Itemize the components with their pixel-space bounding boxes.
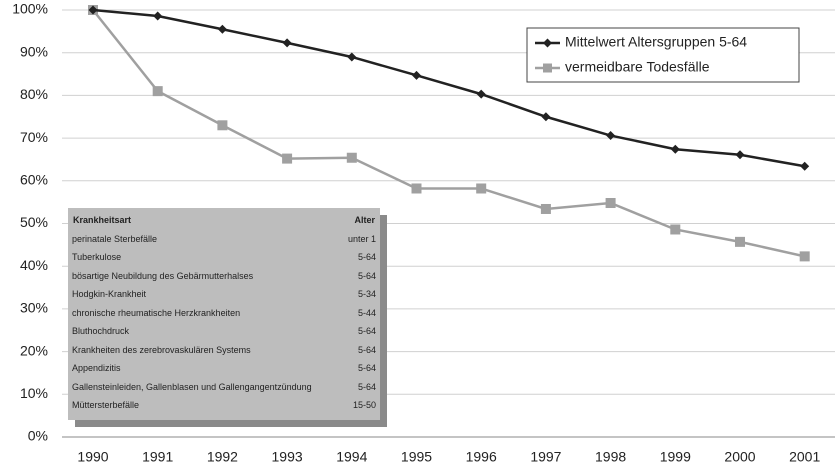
table-cell: 5-64 (357, 326, 376, 337)
y-tick-label: 60% (20, 172, 48, 188)
table-cell: Bluthochdruck (72, 326, 130, 337)
y-tick-label: 40% (20, 257, 48, 273)
table-row: Appendizitis 5-64 (72, 360, 376, 379)
series-line (92, 9, 805, 258)
legend-label: Mittelwert Altersgruppen 5-64 (565, 34, 747, 50)
table-cell: bösartige Neubildung des Gebärmutterhals… (72, 270, 254, 281)
y-tick-label: 80% (20, 86, 48, 102)
point (282, 38, 292, 48)
table: Krankheitsart Alter perinatale Sterbefälle… (72, 210, 376, 415)
x-tick-label: 1991 (142, 449, 173, 465)
table-cell: 5-64 (357, 270, 376, 281)
point (799, 251, 810, 262)
table-cell: Tuberkulose (72, 252, 122, 263)
table-row: chronische rheumatische Herzkrankheiten 5… (72, 304, 376, 323)
x-tick-label: 1990 (77, 449, 108, 465)
point (735, 150, 745, 160)
table-cell: chronische rheumatische Herzkrankheiten (72, 307, 241, 318)
point (541, 112, 551, 122)
point (282, 153, 293, 164)
point (606, 131, 616, 141)
point (347, 52, 357, 62)
table-row: Bluthochdruck 5-64 (72, 323, 376, 342)
y-tick-label: 90% (20, 43, 48, 59)
point (152, 86, 163, 97)
point (476, 89, 486, 99)
table-cell: Gallensteinleiden, Gallenblasen und Gall… (72, 381, 312, 392)
table-cell: perinatale Sterbefälle (72, 233, 158, 244)
table-row: Müttersterbefälle 15-50 (72, 397, 376, 416)
table-cell: 15-50 (352, 400, 376, 411)
table-row: Krankheiten des zerebrovaskulären System… (72, 341, 376, 360)
point (543, 63, 552, 73)
point (735, 236, 745, 247)
table-cell: 5-64 (357, 363, 376, 374)
table-cell: Müttersterbefälle (72, 400, 140, 411)
table-cell: Appendizitis (72, 363, 121, 374)
point (543, 38, 552, 48)
point (88, 5, 98, 15)
table-row: bösartige Neubildung des Gebärmutterhals… (72, 267, 376, 286)
point (540, 203, 551, 214)
x-tick-label: 1993 (272, 449, 303, 465)
series-line (92, 8, 805, 168)
point (800, 161, 810, 171)
table-row: Tuberkulose 5-64 (72, 249, 376, 268)
x-tick-label: 1998 (595, 449, 626, 465)
table-cell: unter 1 (347, 233, 376, 244)
x-tick-label: 2000 (724, 449, 755, 465)
x-tick-label: 2001 (789, 449, 820, 465)
table-cell: Hodgkin-Krankheit (72, 289, 147, 300)
x-tick-label: 1995 (401, 449, 432, 465)
table-header: Alter (354, 215, 375, 225)
y-tick-label: 0% (28, 428, 48, 444)
table-cell: 5-34 (357, 289, 376, 300)
point (411, 183, 422, 194)
point (605, 198, 616, 209)
y-tick-label: 20% (20, 342, 48, 358)
point (670, 224, 681, 235)
table-cell: 5-44 (357, 307, 376, 318)
x-tick-label: 1992 (207, 449, 238, 465)
table-cell: Krankheiten des zerebrovaskulären System… (72, 344, 251, 355)
y-tick-label: 30% (20, 300, 48, 316)
x-tick-label: 1999 (660, 449, 691, 465)
point (346, 152, 357, 163)
x-tick-label: 1994 (336, 449, 367, 465)
y-tick-label: 70% (20, 129, 48, 145)
y-tick-label: 50% (20, 214, 48, 230)
table-header: Krankheitsart (73, 215, 132, 225)
table-cell: 5-64 (357, 344, 376, 355)
table-row: Hodgkin-Krankheit 5-34 (72, 286, 376, 305)
point (217, 120, 228, 131)
table-row: perinatale Sterbefälle unter 1 (72, 230, 376, 249)
table-cell: 5-64 (357, 252, 376, 263)
point (153, 11, 163, 21)
y-tick-label: 10% (20, 385, 48, 401)
point (217, 24, 227, 34)
legend-box (526, 27, 800, 83)
point (412, 70, 421, 80)
disease-table: Krankheitsart Alter perinatale Sterbefälle… (68, 208, 380, 420)
table-cell: 5-64 (357, 381, 376, 392)
x-tick-label: 1997 (530, 449, 561, 465)
point (476, 183, 487, 194)
x-tick-label: 1996 (466, 449, 497, 465)
point (670, 144, 680, 154)
table-row: Gallensteinleiden, Gallenblasen und Gall… (72, 378, 376, 397)
y-tick-label: 100% (12, 1, 48, 17)
legend-label: vermeidbare Todesfälle (565, 59, 710, 75)
